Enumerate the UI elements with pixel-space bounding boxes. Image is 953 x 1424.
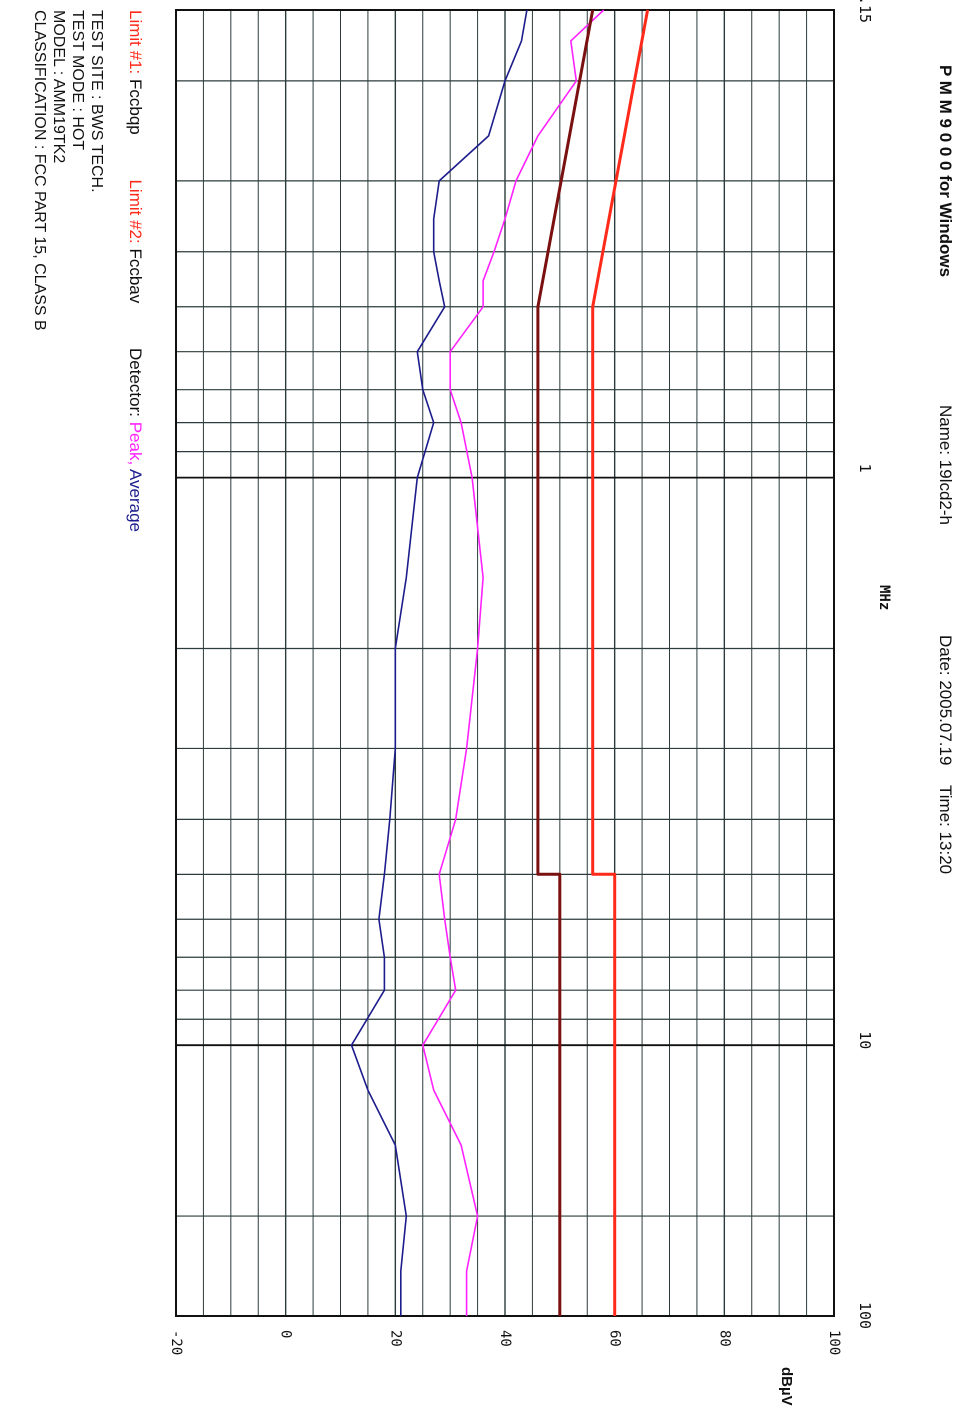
limit2-name: Fccbav [126,248,145,303]
frequency-tick-label: 10 [856,1031,874,1049]
detector-average: Average [126,469,145,532]
info-model: MODEL : AMM19TK2 [50,10,67,163]
x-axis-unit: MHz [876,585,892,610]
detector-prefix: Detector: [126,348,145,417]
legend-text: Limit #1: Fccbqp Limit #2: Fccbav Detect… [126,10,145,532]
amplitude-tick-label: -20 [168,1330,184,1355]
frequency-tick-label: 1 [856,464,874,473]
amplitude-gridlines [175,10,835,1316]
amplitude-tick-label: 60 [607,1330,623,1347]
limit2-prefix: Limit #2: [126,179,145,243]
series-layer [350,9,650,1316]
amplitude-tick-label: 80 [716,1330,732,1347]
header-block: P M M 9 0 0 0 for Windows Name: 19lcd2-h… [936,65,953,874]
header-title: P M M 9 0 0 0 for Windows [936,65,953,277]
series-fccbav [536,9,595,1316]
detector-peak: Peak, [126,422,145,465]
x-axis-label: MHz [876,585,892,610]
info-classification: CLASSIFICATION : FCC PART 15, CLASS B [31,10,48,331]
frequency-tick-label: .15 [856,0,874,23]
y-axis-unit: dBµV [778,1367,795,1406]
info-test-mode: TEST MODE : HOT [69,10,86,150]
info-test-site: TEST SITE : BWS TECH. [88,10,105,193]
series-fccbqp [591,9,650,1316]
amplitude-tick-label: 0 [278,1330,294,1338]
series-average [350,9,528,1316]
plot-frame [175,9,835,1317]
amplitude-tick-label: 40 [497,1330,513,1347]
header-time: Time: 13:20 [936,785,953,874]
header-name: Name: 19lcd2-h [936,405,953,525]
header-date: Date: 2005.07.19 [936,635,953,765]
limit1-prefix: Limit #1: [126,10,145,74]
amplitude-tick-label: 20 [387,1330,403,1347]
series-peak [421,9,605,1316]
amplitude-tick-label: 100 [826,1330,842,1355]
y-axis-label: dBµV [778,1367,795,1406]
frequency-tick-label: 100 [856,1302,874,1329]
legend-line: Limit #1: Fccbqp Limit #2: Fccbav Detect… [126,10,145,532]
info-block: TEST SITE : BWS TECH. TEST MODE : HOT MO… [31,10,105,331]
amplitude-tick-labels: -20 0 20 40 60 80 100 [168,1330,842,1355]
frequency-tick-labels: .15 1 10 100 [856,0,874,1329]
limit1-name: Fccbqp [126,79,145,135]
